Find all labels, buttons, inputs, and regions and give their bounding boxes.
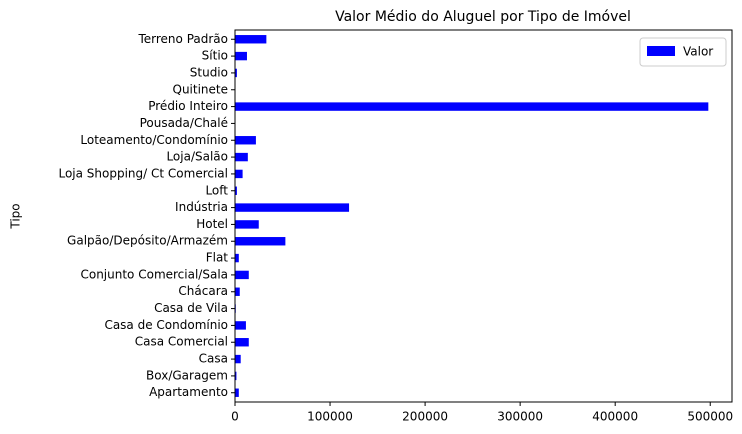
y-tick-label: Casa de Vila (154, 301, 228, 315)
bar (235, 169, 243, 179)
bar (235, 371, 237, 381)
y-tick-label: Casa (199, 352, 228, 366)
bar (235, 270, 249, 280)
y-tick-label: Casa Comercial (135, 335, 228, 349)
bar (235, 253, 239, 263)
plot-frame (234, 29, 733, 403)
y-tick-label: Chácara (178, 284, 228, 298)
y-tick-label: Loteamento/Condomínio (80, 133, 228, 147)
y-tick-label: Pousada/Chalé (140, 116, 228, 130)
y-tick-label: Box/Garagem (146, 368, 228, 382)
y-tick-label: Indústria (175, 200, 228, 214)
y-tick-label: Conjunto Comercial/Sala (80, 267, 228, 281)
bar (235, 152, 248, 162)
y-tick-label: Hotel (196, 217, 228, 231)
bar (235, 388, 239, 397)
x-tick-label: 300000 (497, 410, 543, 424)
bar (235, 287, 240, 296)
x-tick-label: 400000 (592, 410, 638, 424)
y-tick-label: Loja/Salão (166, 150, 228, 164)
y-axis-label: Tipo (9, 203, 23, 229)
bar (235, 354, 241, 364)
bar (235, 237, 286, 246)
bar (235, 102, 709, 111)
bar (235, 338, 249, 347)
x-tick-label: 500000 (687, 410, 733, 424)
bar (235, 51, 247, 61)
x-tick-label: 200000 (402, 410, 448, 424)
bar (235, 35, 267, 44)
chart-title: Valor Médio do Aluguel por Tipo de Imóve… (335, 9, 631, 25)
bar (235, 203, 350, 212)
x-tick-label: 0 (231, 410, 239, 424)
y-tick-label: Casa de Condomínio (104, 318, 228, 332)
y-tick-label: Terreno Padrão (137, 32, 228, 46)
legend-box (639, 37, 727, 67)
legend-swatch (647, 46, 675, 56)
y-tick-label: Studio (190, 65, 228, 79)
y-tick-label: Loft (205, 183, 228, 197)
y-tick-label: Apartamento (149, 385, 228, 399)
bar (235, 68, 237, 78)
y-tick-label: Prédio Inteiro (148, 99, 228, 113)
bar (235, 220, 259, 229)
bar (235, 136, 256, 145)
bar (235, 186, 237, 195)
y-tick-label: Sítio (202, 49, 228, 63)
bar (235, 321, 246, 330)
x-tick-label: 100000 (307, 410, 353, 424)
y-tick-label: Loja Shopping/ Ct Comercial (58, 166, 228, 180)
y-tick-label: Galpão/Depósito/Armazém (67, 234, 228, 248)
y-tick-label: Flat (206, 251, 229, 265)
legend-label: Valor (683, 45, 713, 59)
y-tick-label: Quitinete (173, 82, 229, 96)
